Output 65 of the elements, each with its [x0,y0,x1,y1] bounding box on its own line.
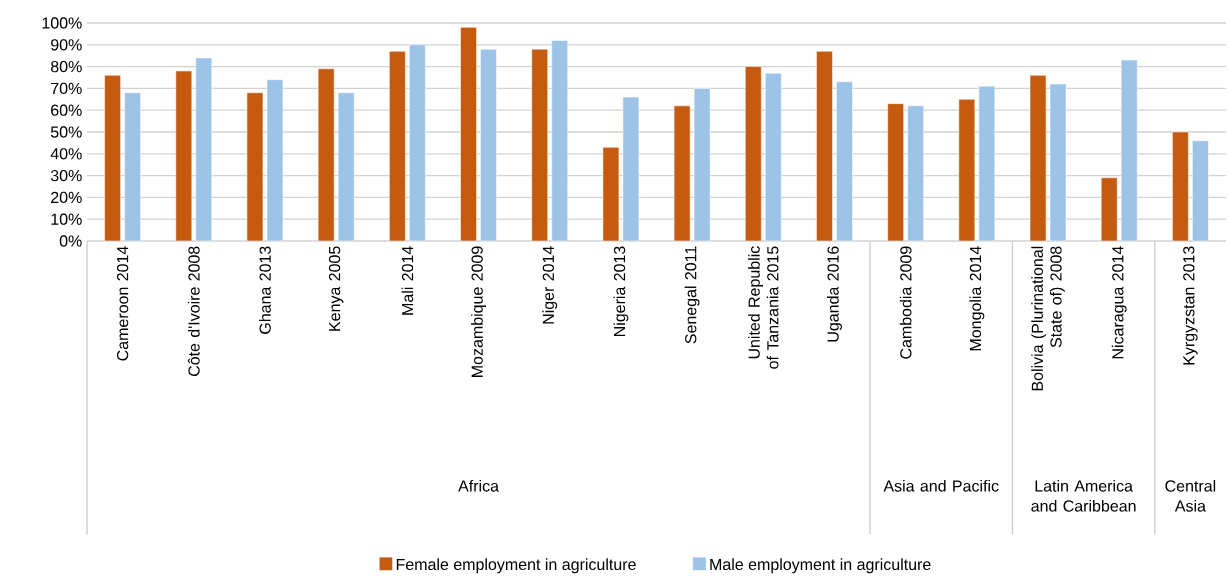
x-tick-label: Uganda 2016 [827,246,842,342]
y-tick-label: 30% [50,169,82,182]
text: Africa [458,479,499,492]
bar [389,51,406,242]
bar [104,75,121,242]
bar [460,27,477,242]
x-tick-label: Cambodia 2009 [899,246,912,359]
y-tick-label: 20% [51,191,82,204]
legend-label: Female employment in agriculture [396,558,636,574]
bar [602,146,620,242]
bar [480,48,497,242]
text: Central Asia [1165,479,1216,512]
y-tick-label: 100% [42,17,82,29]
bar [175,70,193,242]
bar [551,40,568,242]
x-tick-label: Bolivia (Plurinational State of) 2008 [1031,246,1065,391]
y-tick-label: 90% [51,39,82,51]
bar [531,48,548,242]
bar [622,96,640,242]
x-tick-label: Mali 2014 [401,246,414,315]
bar [1120,59,1138,242]
bar [337,92,355,242]
y-tick-label: 70% [51,82,82,95]
bar [907,105,924,242]
bar [1100,177,1118,242]
bar [1029,75,1047,242]
x-tick-label: Cameroon 2014 [116,246,129,361]
bar [317,68,335,242]
x-tick-label: Mozambique 2009 [471,246,486,377]
bar [1172,131,1189,242]
text: Latin America and Caribbean [1031,479,1136,512]
bar [816,51,833,242]
y-tick-label: 60% [51,104,82,116]
x-tick-label: Mongolia 2014 [969,246,985,351]
text: Asia and Pacific [883,479,999,492]
y-tick-label: 10% [51,213,82,225]
x-tick-label: Kyrgyzstan 2013 [1183,246,1198,365]
y-tick-label: 80% [50,60,82,73]
x-tick-label: Nicaragua 2014 [1111,246,1127,359]
y-tick-label: 50% [50,126,82,138]
bar [1049,83,1067,242]
y-tick-label: 0% [59,235,82,247]
x-tick-label: Côte d'Ivoire 2008 [187,246,200,377]
bar [124,92,141,242]
x-tick-label: United Republic of Tanzania 2015 [748,246,779,369]
bar [195,57,213,242]
x-tick-label: Kenya 2005 [328,246,344,331]
y-tick-label: 40% [50,148,82,160]
bar [673,105,691,242]
x-tick-label: Nigeria 2013 [613,246,629,336]
bar [887,103,904,242]
bar [978,85,996,242]
bar [836,81,853,242]
x-tick-label: Niger 2014 [542,246,558,324]
bar [1192,140,1209,242]
x-tick-label: Ghana 2013 [259,246,271,334]
bar [266,79,284,242]
x-tick-label: Senegal 2011 [684,246,700,344]
bar [693,88,711,242]
bar [409,44,426,242]
bar [246,92,264,242]
bar [765,72,782,242]
legend-label: Male employment in agriculture [710,558,931,574]
bar [958,99,976,242]
bar [745,66,762,242]
